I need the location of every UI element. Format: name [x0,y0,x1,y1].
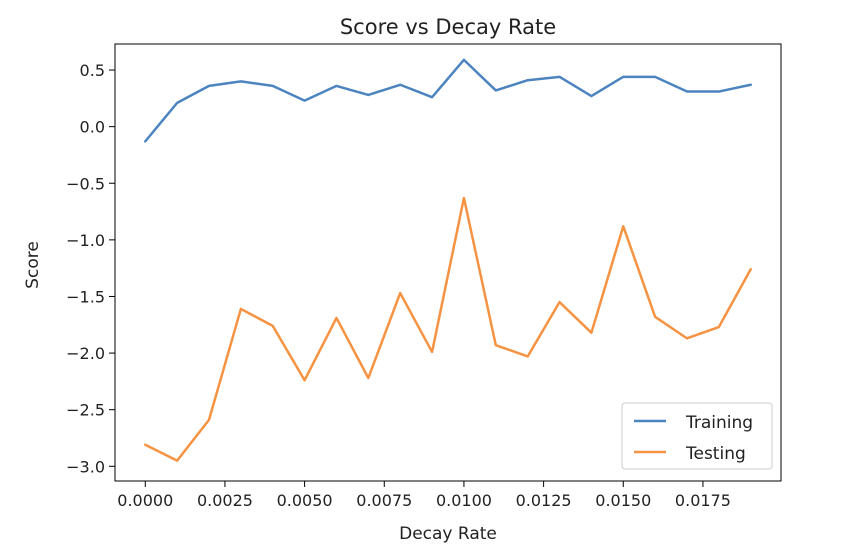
y-tick-label: −2.5 [66,401,105,420]
data-point-training [176,102,178,104]
series-lines [144,58,752,462]
data-point-training [144,140,146,142]
series-line-training [144,58,752,143]
data-point-testing [686,337,688,339]
data-point-testing [367,377,369,379]
y-tick-label: −2.0 [66,344,105,363]
data-point-training [654,76,656,78]
data-point-training [686,90,688,92]
data-point-training [718,90,720,92]
data-point-testing [240,308,242,310]
legend-label-testing: Testing [685,444,746,464]
data-point-testing [622,225,624,227]
x-tick-label: 0.0100 [436,491,492,510]
data-point-training [558,76,560,78]
data-point-training [431,96,433,98]
data-point-training [303,99,305,101]
data-point-training [208,85,210,87]
x-tick-label: 0.0150 [595,491,651,510]
data-point-testing [526,355,528,357]
x-axis: 0.0000 0.0025 0.0050 0.0075 0.0100 0.0125 0.01… [117,481,731,510]
data-point-training [590,95,592,97]
data-point-testing [144,444,146,446]
x-tick-label: 0.0175 [675,491,731,510]
data-point-testing [495,344,497,346]
data-point-training [335,85,337,87]
legend-label-training: Training [685,413,753,433]
x-tick-label: 0.0050 [277,491,333,510]
legend: Training Testing [621,402,773,470]
data-point-training [240,80,242,82]
data-point-testing [303,379,305,381]
x-tick-label: 0.0000 [117,491,173,510]
x-tick-label: 0.0125 [516,491,572,510]
data-point-testing [750,268,752,270]
chart-title: Score vs Decay Rate [340,15,556,39]
data-point-training [463,59,465,61]
y-tick-label: 0.0 [80,118,105,137]
data-point-training [750,84,752,86]
y-tick-label: −3.0 [66,457,105,476]
data-point-testing [335,317,337,319]
series-line-testing [144,196,752,462]
data-point-training [495,89,497,91]
y-axis-label: Score [23,241,43,289]
y-axis: 0.5 0.0 −0.5 −1.0 −1.5 −2.0 −2.5 −3.0 [66,61,115,476]
data-point-testing [208,419,210,421]
data-point-testing [176,459,178,461]
data-point-testing [590,331,592,333]
data-point-testing [431,351,433,353]
data-point-training [272,85,274,87]
x-tick-label: 0.0025 [197,491,253,510]
data-point-training [526,79,528,81]
data-point-training [399,84,401,86]
y-tick-label: −1.0 [66,231,105,250]
data-point-training [622,76,624,78]
y-tick-label: −1.5 [66,287,105,306]
x-axis-label: Decay Rate [399,524,497,544]
data-point-training [367,94,369,96]
data-point-testing [399,292,401,294]
x-tick-label: 0.0075 [356,491,412,510]
data-point-testing [272,325,274,327]
data-point-testing [718,326,720,328]
y-tick-label: 0.5 [80,61,105,80]
y-tick-label: −0.5 [66,174,105,193]
data-point-testing [558,301,560,303]
data-point-testing [463,197,465,199]
data-point-testing [654,316,656,318]
